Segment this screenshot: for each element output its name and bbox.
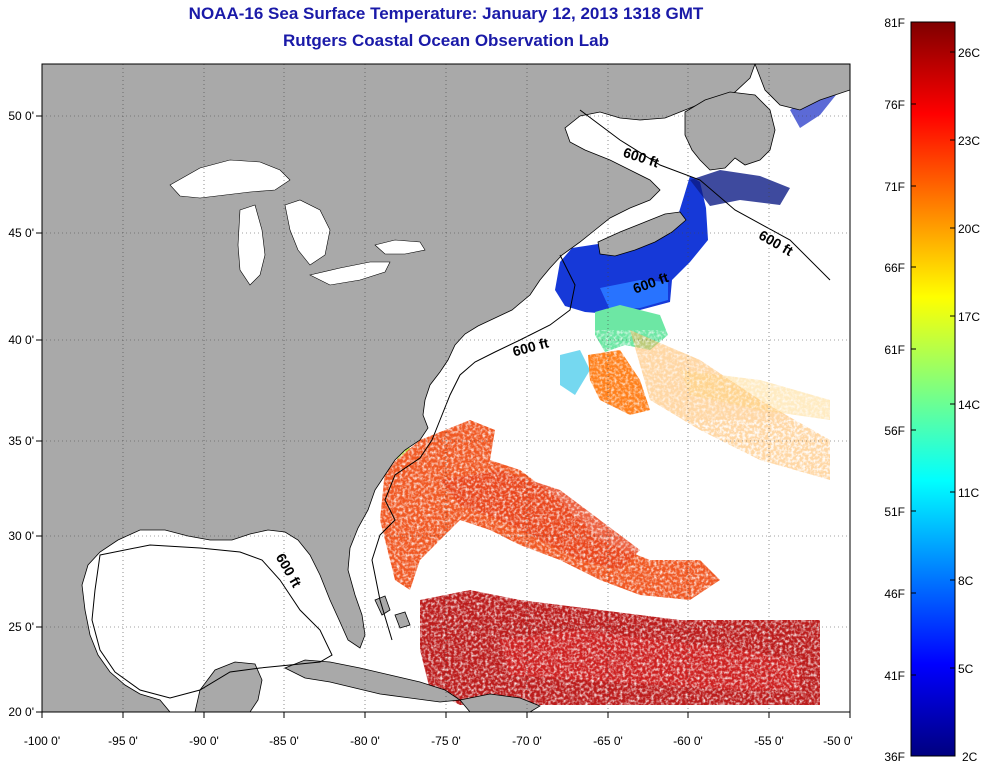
colorbar-f-label: 41F [884, 669, 905, 683]
lat-tick-label: 35 0' [8, 434, 34, 448]
lat-tick-label: 30 0' [8, 529, 34, 543]
lon-tick-label: -60 0' [673, 734, 703, 748]
colorbar: 81F 76F 71F 66F 61F 56F 51F 46F 41F 36F … [884, 16, 980, 764]
map-title: NOAA-16 Sea Surface Temperature: January… [188, 4, 704, 23]
lon-axis: -100 0' -95 0' -90 0' -85 0' -80 0' -75 … [24, 712, 853, 748]
colorbar-f-label: 51F [884, 505, 905, 519]
colorbar-f-label: 46F [884, 587, 905, 601]
lon-tick-label: -75 0' [431, 734, 461, 748]
colorbar-c-label: 11C [958, 486, 979, 500]
colorbar-f-label: 56F [884, 424, 905, 438]
depth-contours [91, 109, 831, 699]
lat-tick-label: 50 0' [8, 109, 34, 123]
lat-tick-label: 40 0' [8, 333, 34, 347]
lon-tick-label: -70 0' [512, 734, 542, 748]
sst-overlay [380, 78, 840, 710]
colorbar-f-label: 36F [884, 750, 905, 764]
great-lakes [169, 159, 426, 286]
colorbar-f-label: 71F [884, 180, 905, 194]
colorbar-c-label: 2C [962, 750, 978, 764]
colorbar-f-label: 81F [884, 16, 905, 30]
lon-tick-label: -85 0' [269, 734, 299, 748]
colorbar-c-label: 5C [958, 662, 974, 676]
colorbar-f-label: 61F [884, 343, 905, 357]
colorbar-gradient [910, 21, 956, 757]
lon-tick-label: -90 0' [189, 734, 219, 748]
lon-tick-label: -80 0' [350, 734, 380, 748]
colorbar-f-label: 66F [884, 261, 905, 275]
lat-axis: 20 0' 25 0' 30 0' 35 0' 40 0' 45 0' 50 0… [8, 109, 42, 719]
colorbar-c-label: 26C [958, 46, 980, 60]
colorbar-c-label: 14C [958, 398, 980, 412]
lat-tick-label: 45 0' [8, 226, 34, 240]
lon-tick-label: -65 0' [593, 734, 623, 748]
colorbar-c-label: 20C [958, 222, 980, 236]
colorbar-c-label: 8C [958, 574, 974, 588]
map-subtitle: Rutgers Coastal Ocean Observation Lab [283, 31, 609, 50]
colorbar-c-label: 17C [958, 310, 980, 324]
lon-tick-label: -55 0' [754, 734, 784, 748]
colorbar-f-label: 76F [884, 98, 905, 112]
lat-tick-label: 20 0' [8, 705, 34, 719]
lon-tick-label: -50 0' [823, 734, 853, 748]
colorbar-c-label: 23C [958, 134, 980, 148]
land [42, 64, 850, 712]
lat-tick-label: 25 0' [8, 620, 34, 634]
lon-tick-label: -95 0' [108, 734, 138, 748]
lon-tick-label: -100 0' [24, 734, 60, 748]
map-grid [42, 64, 850, 712]
